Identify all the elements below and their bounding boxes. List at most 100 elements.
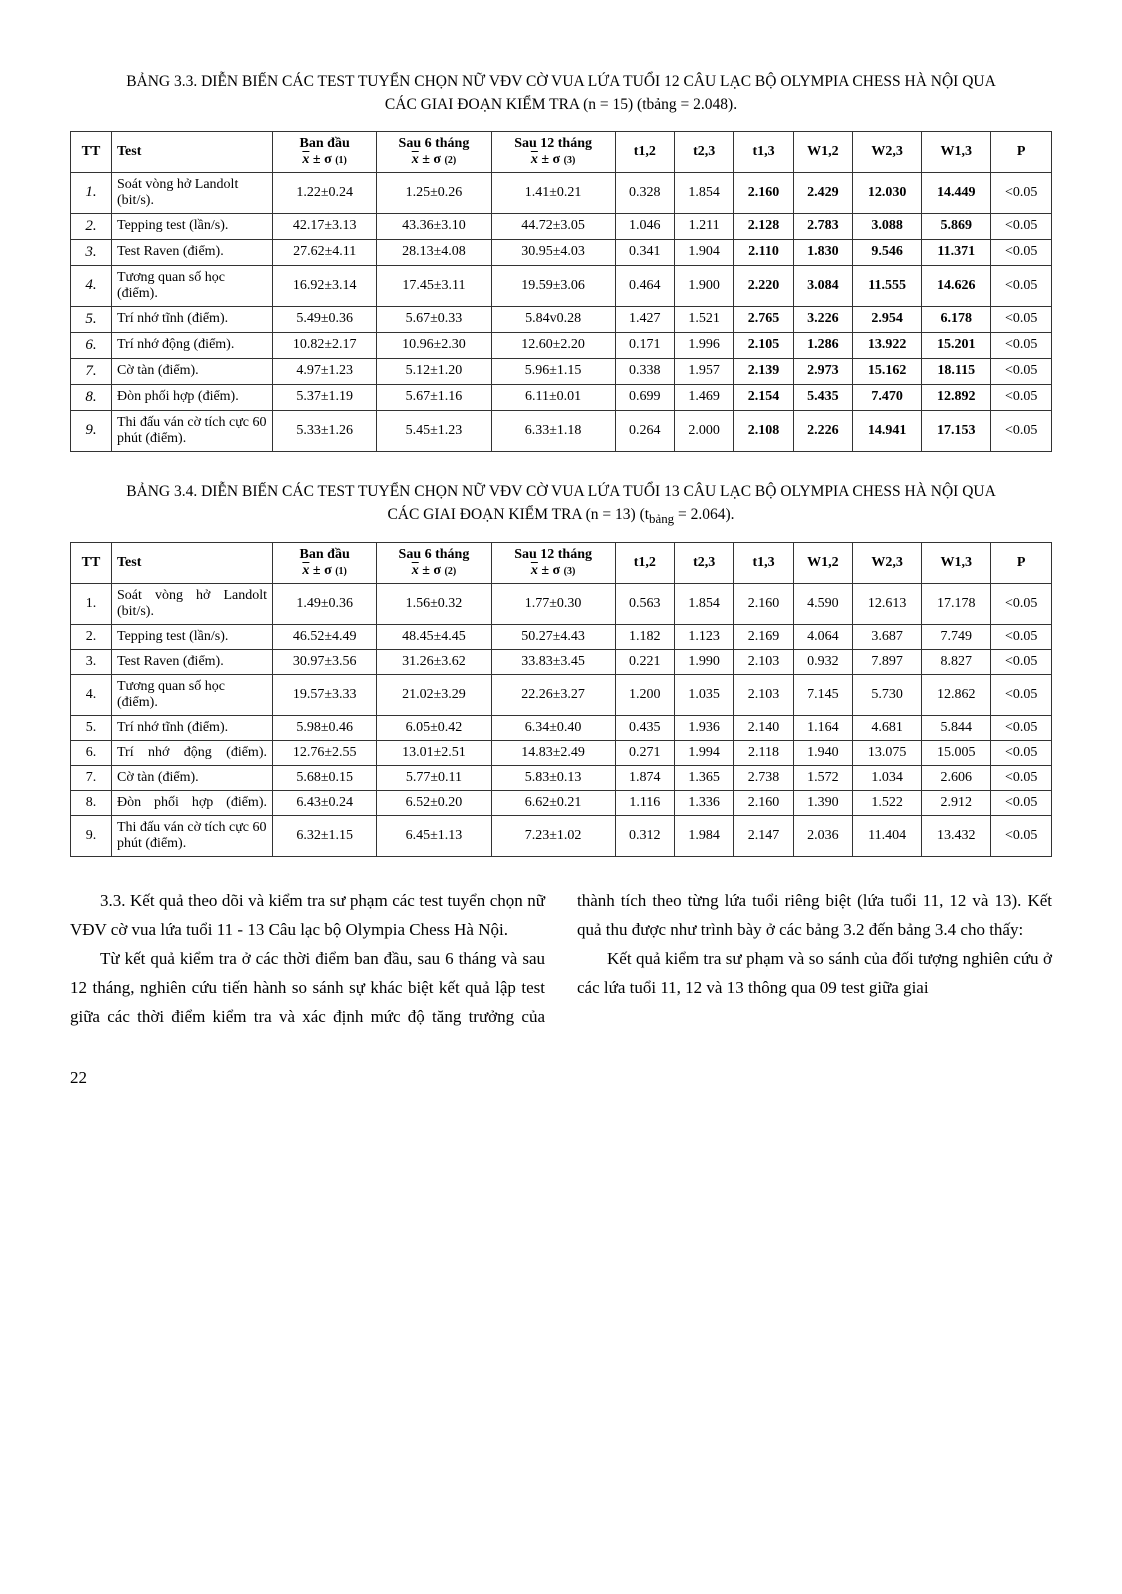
cell-w12: 1.940	[793, 741, 852, 766]
cell-c2: 1.56±0.32	[377, 584, 491, 625]
cell-c1: 42.17±3.13	[273, 213, 377, 239]
cell-t13: 2.154	[734, 384, 793, 410]
cell-test: Soát vòng hở Landolt (bit/s).	[112, 584, 273, 625]
cell-t13: 2.147	[734, 816, 793, 857]
table2: TT Test Ban đầux ± σ (1) Sau 6 thángx ± …	[70, 542, 1052, 857]
cell-test: Thi đấu ván cờ tích cực 60 phút (điểm).	[112, 410, 273, 451]
table-row: 5.Trí nhớ tĩnh (điểm).5.98±0.466.05±0.42…	[71, 716, 1052, 741]
cell-w13: 2.606	[922, 766, 991, 791]
th-w13: W1,3	[922, 543, 991, 584]
table-row: 1.Soát vòng hở Landolt (bit/s).1.22±0.24…	[71, 172, 1052, 213]
cell-test: Tương quan số học (điểm).	[112, 675, 273, 716]
cell-w23: 3.687	[853, 625, 922, 650]
cell-p: <0.05	[991, 410, 1052, 451]
cell-c2: 5.12±1.20	[377, 358, 491, 384]
cell-c1: 1.22±0.24	[273, 172, 377, 213]
th-tt: TT	[71, 131, 112, 172]
cell-c1: 12.76±2.55	[273, 741, 377, 766]
cell-c1: 46.52±4.49	[273, 625, 377, 650]
cell-w23: 3.088	[853, 213, 922, 239]
cell-tt: 6.	[71, 741, 112, 766]
cell-c2: 31.26±3.62	[377, 650, 491, 675]
cell-c3: 5.83±0.13	[491, 766, 615, 791]
cell-w13: 2.912	[922, 791, 991, 816]
cell-c2: 6.52±0.20	[377, 791, 491, 816]
table-row: 6.Trí nhớ động (điểm).12.76±2.5513.01±2.…	[71, 741, 1052, 766]
th-w23: W2,3	[853, 543, 922, 584]
cell-t23: 1.211	[674, 213, 733, 239]
cell-tt: 3.	[71, 239, 112, 265]
cell-c3: 1.77±0.30	[491, 584, 615, 625]
cell-t13: 2.160	[734, 791, 793, 816]
cell-w13: 7.749	[922, 625, 991, 650]
cell-w23: 1.034	[853, 766, 922, 791]
cell-p: <0.05	[991, 358, 1052, 384]
th-p: P	[991, 543, 1052, 584]
cell-test: Tepping test (lần/s).	[112, 213, 273, 239]
cell-c1: 6.32±1.15	[273, 816, 377, 857]
cell-tt: 4.	[71, 675, 112, 716]
table-row: 8.Đòn phối hợp (điểm).6.43±0.246.52±0.20…	[71, 791, 1052, 816]
cell-p: <0.05	[991, 265, 1052, 306]
cell-t13: 2.738	[734, 766, 793, 791]
th-t12: t1,2	[615, 543, 674, 584]
cell-w13: 5.869	[922, 213, 991, 239]
cell-t23: 1.994	[674, 741, 733, 766]
table2-head: TT Test Ban đầux ± σ (1) Sau 6 thángx ± …	[71, 543, 1052, 584]
cell-w12: 3.084	[793, 265, 852, 306]
cell-c3: 7.23±1.02	[491, 816, 615, 857]
cell-w13: 11.371	[922, 239, 991, 265]
cell-w13: 13.432	[922, 816, 991, 857]
cell-w13: 15.201	[922, 332, 991, 358]
cell-w13: 14.626	[922, 265, 991, 306]
cell-t23: 1.990	[674, 650, 733, 675]
th-w12: W1,2	[793, 543, 852, 584]
cell-tt: 2.	[71, 625, 112, 650]
cell-c3: 1.41±0.21	[491, 172, 615, 213]
cell-tt: 5.	[71, 306, 112, 332]
cell-c2: 5.45±1.23	[377, 410, 491, 451]
cell-c3: 6.33±1.18	[491, 410, 615, 451]
cell-w12: 4.590	[793, 584, 852, 625]
cell-w12: 0.932	[793, 650, 852, 675]
cell-t13: 2.160	[734, 584, 793, 625]
cell-p: <0.05	[991, 816, 1052, 857]
cell-w23: 2.954	[853, 306, 922, 332]
cell-t12: 0.341	[615, 239, 674, 265]
cell-t13: 2.108	[734, 410, 793, 451]
cell-w23: 7.470	[853, 384, 922, 410]
th-tt: TT	[71, 543, 112, 584]
cell-tt: 1.	[71, 172, 112, 213]
cell-p: <0.05	[991, 716, 1052, 741]
cell-p: <0.05	[991, 239, 1052, 265]
cell-w23: 9.546	[853, 239, 922, 265]
cell-t12: 0.328	[615, 172, 674, 213]
cell-p: <0.05	[991, 584, 1052, 625]
cell-tt: 2.	[71, 213, 112, 239]
cell-c1: 5.49±0.36	[273, 306, 377, 332]
cell-p: <0.05	[991, 675, 1052, 716]
cell-p: <0.05	[991, 213, 1052, 239]
cell-w12: 2.973	[793, 358, 852, 384]
cell-c1: 10.82±2.17	[273, 332, 377, 358]
cell-w23: 1.522	[853, 791, 922, 816]
cell-w12: 1.830	[793, 239, 852, 265]
cell-tt: 7.	[71, 766, 112, 791]
cell-w13: 17.178	[922, 584, 991, 625]
table-row: 3.Test Raven (điểm).30.97±3.5631.26±3.62…	[71, 650, 1052, 675]
th-t13: t1,3	[734, 131, 793, 172]
cell-c3: 22.26±3.27	[491, 675, 615, 716]
cell-w12: 1.164	[793, 716, 852, 741]
th-t23: t2,3	[674, 543, 733, 584]
cell-w12: 2.036	[793, 816, 852, 857]
cell-t23: 1.521	[674, 306, 733, 332]
cell-w12: 4.064	[793, 625, 852, 650]
cell-w23: 5.730	[853, 675, 922, 716]
cell-w12: 2.783	[793, 213, 852, 239]
cell-tt: 9.	[71, 816, 112, 857]
cell-c3: 30.95±4.03	[491, 239, 615, 265]
cell-c1: 4.97±1.23	[273, 358, 377, 384]
cell-test: Cờ tàn (điểm).	[112, 766, 273, 791]
cell-t12: 1.200	[615, 675, 674, 716]
table-row: 4.Tương quan số học (điểm).16.92±3.1417.…	[71, 265, 1052, 306]
